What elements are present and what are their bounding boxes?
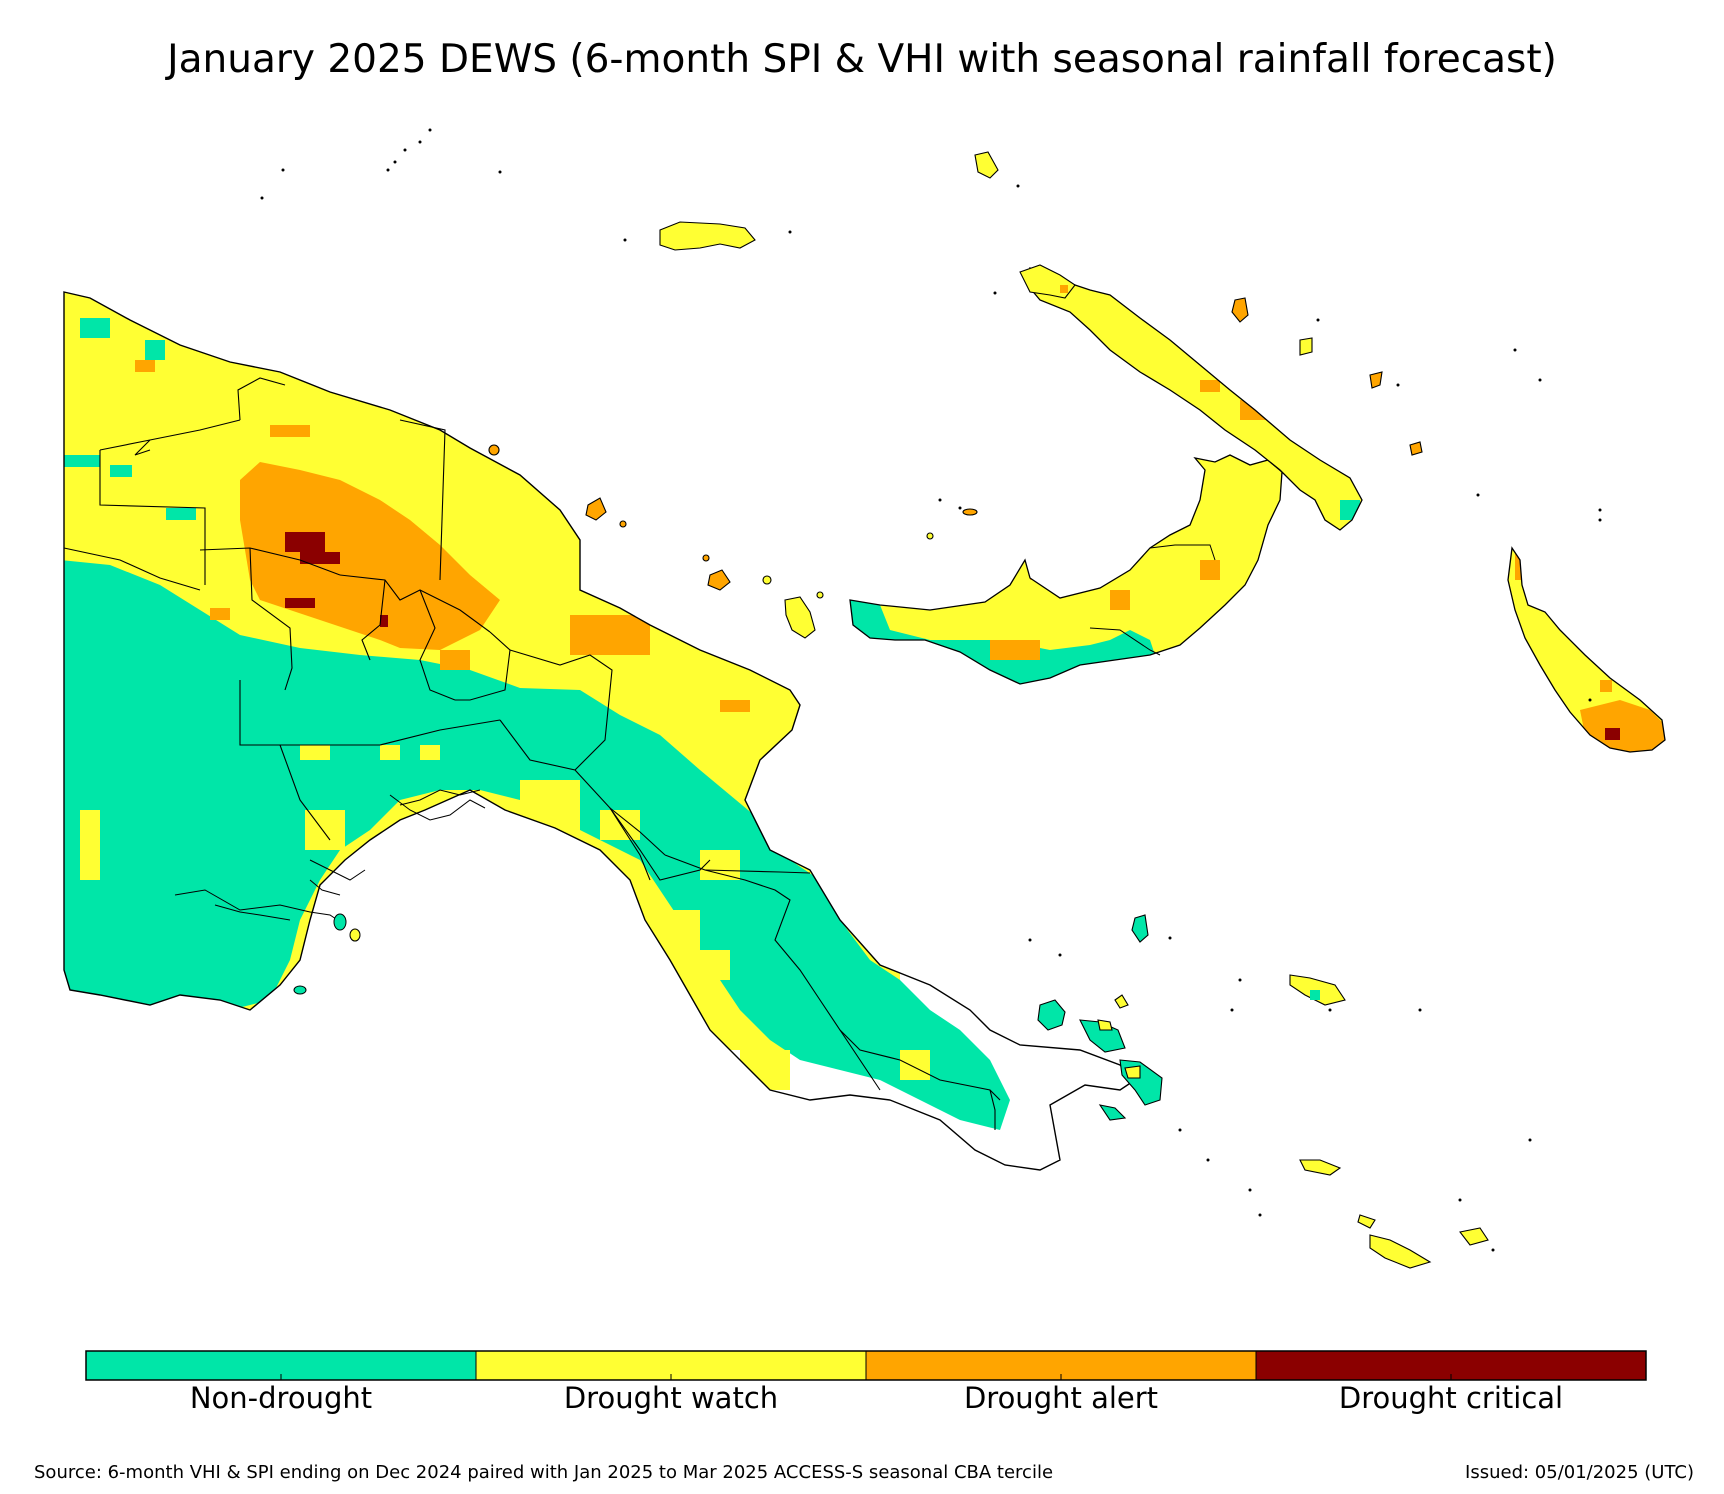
legend-label-drought-critical: Drought critical [1338, 1381, 1564, 1415]
legend-label-drought-alert: Drought alert [963, 1381, 1159, 1415]
legend-label-non-drought: Non-drought [189, 1381, 373, 1415]
bougainville-region [1507, 546, 1666, 753]
new-britain-region [849, 454, 1283, 685]
legend-label-drought-watch: Drought watch [563, 1381, 779, 1415]
new-ireland-region [1029, 267, 1363, 531]
issued-note: Issued: 05/01/2025 (UTC) [1465, 1462, 1694, 1483]
legend-colorbar [85, 1350, 1647, 1381]
islands-group [488, 151, 1489, 1269]
source-note: Source: 6-month VHI & SPI ending on Dec … [34, 1462, 1054, 1483]
islets-group [260, 128, 1602, 1252]
mainland-region [63, 291, 1137, 1171]
map-title: January 2025 DEWS (6-month SPI & VHI wit… [167, 37, 1557, 82]
